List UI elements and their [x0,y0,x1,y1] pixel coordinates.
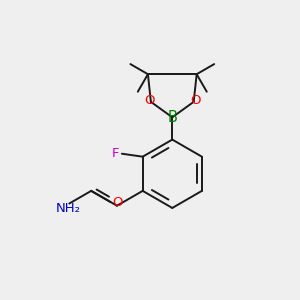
Text: NH₂: NH₂ [55,202,80,215]
Text: B: B [167,110,177,125]
Text: O: O [144,94,154,107]
Text: F: F [112,147,119,160]
Text: O: O [112,196,122,208]
Text: O: O [190,94,201,107]
